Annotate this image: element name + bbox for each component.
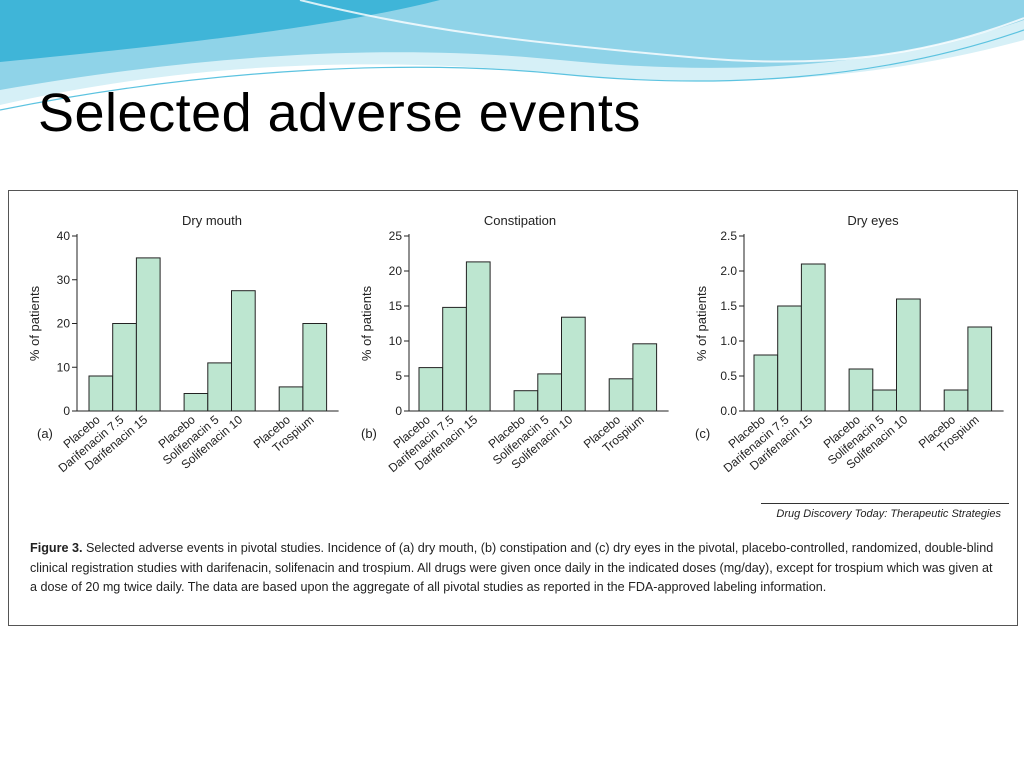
bar-charts: Dry mouth% of patients(a) PlaceboDarifena…: [27, 213, 1004, 475]
y-tick-label: 5: [395, 369, 402, 383]
y-tick-label: 20: [57, 317, 71, 331]
panel-label: (a): [37, 426, 53, 441]
bar: [848, 368, 874, 412]
caption-text: Selected adverse events in pivotal studi…: [30, 541, 994, 594]
bar: [442, 306, 467, 412]
bar: [777, 305, 802, 412]
bar: [231, 290, 256, 412]
chart-title: Dry mouth: [182, 213, 242, 228]
y-tick-label: 20: [389, 264, 403, 278]
bar: [302, 323, 328, 412]
bar: [632, 343, 658, 412]
bar: [88, 375, 114, 412]
y-tick-label: 0: [395, 404, 402, 418]
bar: [465, 261, 491, 412]
y-tick-label: 40: [57, 229, 71, 243]
figure-source: Drug Discovery Today: Therapeutic Strate…: [776, 508, 1001, 520]
y-tick-label: 30: [57, 273, 71, 287]
bar: [608, 378, 634, 412]
y-axis-label: % of patients: [27, 285, 42, 361]
y-tick-label: 0.0: [720, 404, 737, 418]
bar: [537, 373, 562, 412]
bar: [135, 257, 161, 412]
y-tick-label: 1.5: [720, 299, 737, 313]
bar: [561, 316, 586, 412]
y-tick-label: 10: [389, 334, 403, 348]
bar: [183, 393, 209, 412]
chart-title: Constipation: [484, 213, 556, 228]
panel-label: (c): [695, 426, 710, 441]
bar: [753, 354, 779, 412]
bar: [418, 367, 444, 412]
header-wave-decoration: [0, 0, 1024, 111]
y-tick-label: 2.0: [720, 264, 737, 278]
y-tick-label: 25: [389, 229, 403, 243]
y-axis-label: % of patients: [359, 285, 374, 361]
y-tick-label: 10: [57, 360, 71, 374]
figure-caption: Figure 3. Selected adverse events in piv…: [30, 539, 996, 598]
wave-dark: [0, 0, 440, 62]
figure-panel: Dry mouth% of patients (a) Placebo Darifena…: [8, 190, 1018, 626]
wave-highlight: [299, 0, 1024, 63]
y-tick-label: 0: [63, 404, 70, 418]
bar: [207, 362, 233, 412]
source-divider: [761, 503, 1009, 504]
slide-title: Selected adverse events: [38, 83, 641, 143]
panel-label: (b): [361, 426, 377, 441]
bar: [513, 390, 539, 412]
y-tick-label: 15: [389, 299, 403, 313]
y-tick-label: 0.5: [720, 369, 737, 383]
bar: [278, 386, 304, 412]
bar: [943, 389, 969, 412]
caption-label: Figure 3.: [30, 541, 83, 555]
bar: [112, 323, 137, 412]
bar: [800, 263, 826, 412]
wave-line: [0, 29, 1024, 111]
y-tick-label: 2.5: [720, 229, 737, 243]
y-tick-label: 1.0: [720, 334, 737, 348]
chart-title: Dry eyes: [847, 213, 899, 228]
y-axis-label: % of patients: [694, 285, 709, 361]
bar: [872, 389, 897, 412]
bar: [967, 326, 993, 412]
bar: [896, 298, 921, 412]
